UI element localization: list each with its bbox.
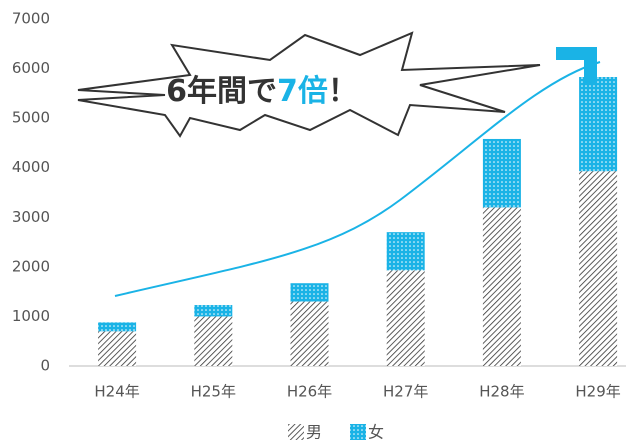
- bar-segment: [579, 171, 617, 366]
- bar-segment: [483, 139, 521, 207]
- y-tick-label: 4000: [12, 158, 50, 176]
- callout-text: ！: [328, 74, 358, 109]
- bar-segment: [194, 316, 232, 366]
- x-tick-label: H27年: [383, 383, 428, 401]
- x-tick-label: H29年: [575, 383, 620, 401]
- callout-highlight: 7倍: [277, 74, 328, 109]
- x-tick-label: H28年: [479, 383, 524, 401]
- bar-segment: [291, 283, 329, 301]
- y-tick-label: 5000: [12, 109, 50, 127]
- bar-segment: [483, 207, 521, 366]
- bar-segment: [579, 77, 617, 171]
- x-tick-label: H24年: [94, 383, 139, 401]
- bar-segment: [291, 302, 329, 366]
- bar-segment: [387, 270, 425, 366]
- bar-segment: [98, 322, 136, 331]
- callout-text: 6年間で: [166, 74, 277, 109]
- x-tick-label: H25年: [191, 383, 236, 401]
- legend-swatch: [350, 424, 366, 440]
- bar-segment: [387, 232, 425, 270]
- bar-segment: [98, 331, 136, 366]
- legend-swatch: [288, 424, 304, 440]
- callout: 6年間で7倍！: [166, 74, 358, 109]
- y-tick-label: 7000: [12, 10, 50, 28]
- x-tick-label: H26年: [287, 383, 332, 401]
- y-tick-label: 1000: [12, 307, 50, 325]
- y-tick-label: 6000: [12, 59, 50, 77]
- y-tick-label: 2000: [12, 257, 50, 275]
- y-tick-label: 3000: [12, 208, 50, 226]
- legend-label: 男: [306, 423, 322, 442]
- y-tick-label: 0: [40, 357, 50, 375]
- legend-label: 女: [368, 423, 384, 442]
- chart: 6年間で7倍！ 男 女 0 1000 2000 3000 4000 5000 6000 700…: [0, 0, 626, 444]
- bar-segment: [194, 305, 232, 316]
